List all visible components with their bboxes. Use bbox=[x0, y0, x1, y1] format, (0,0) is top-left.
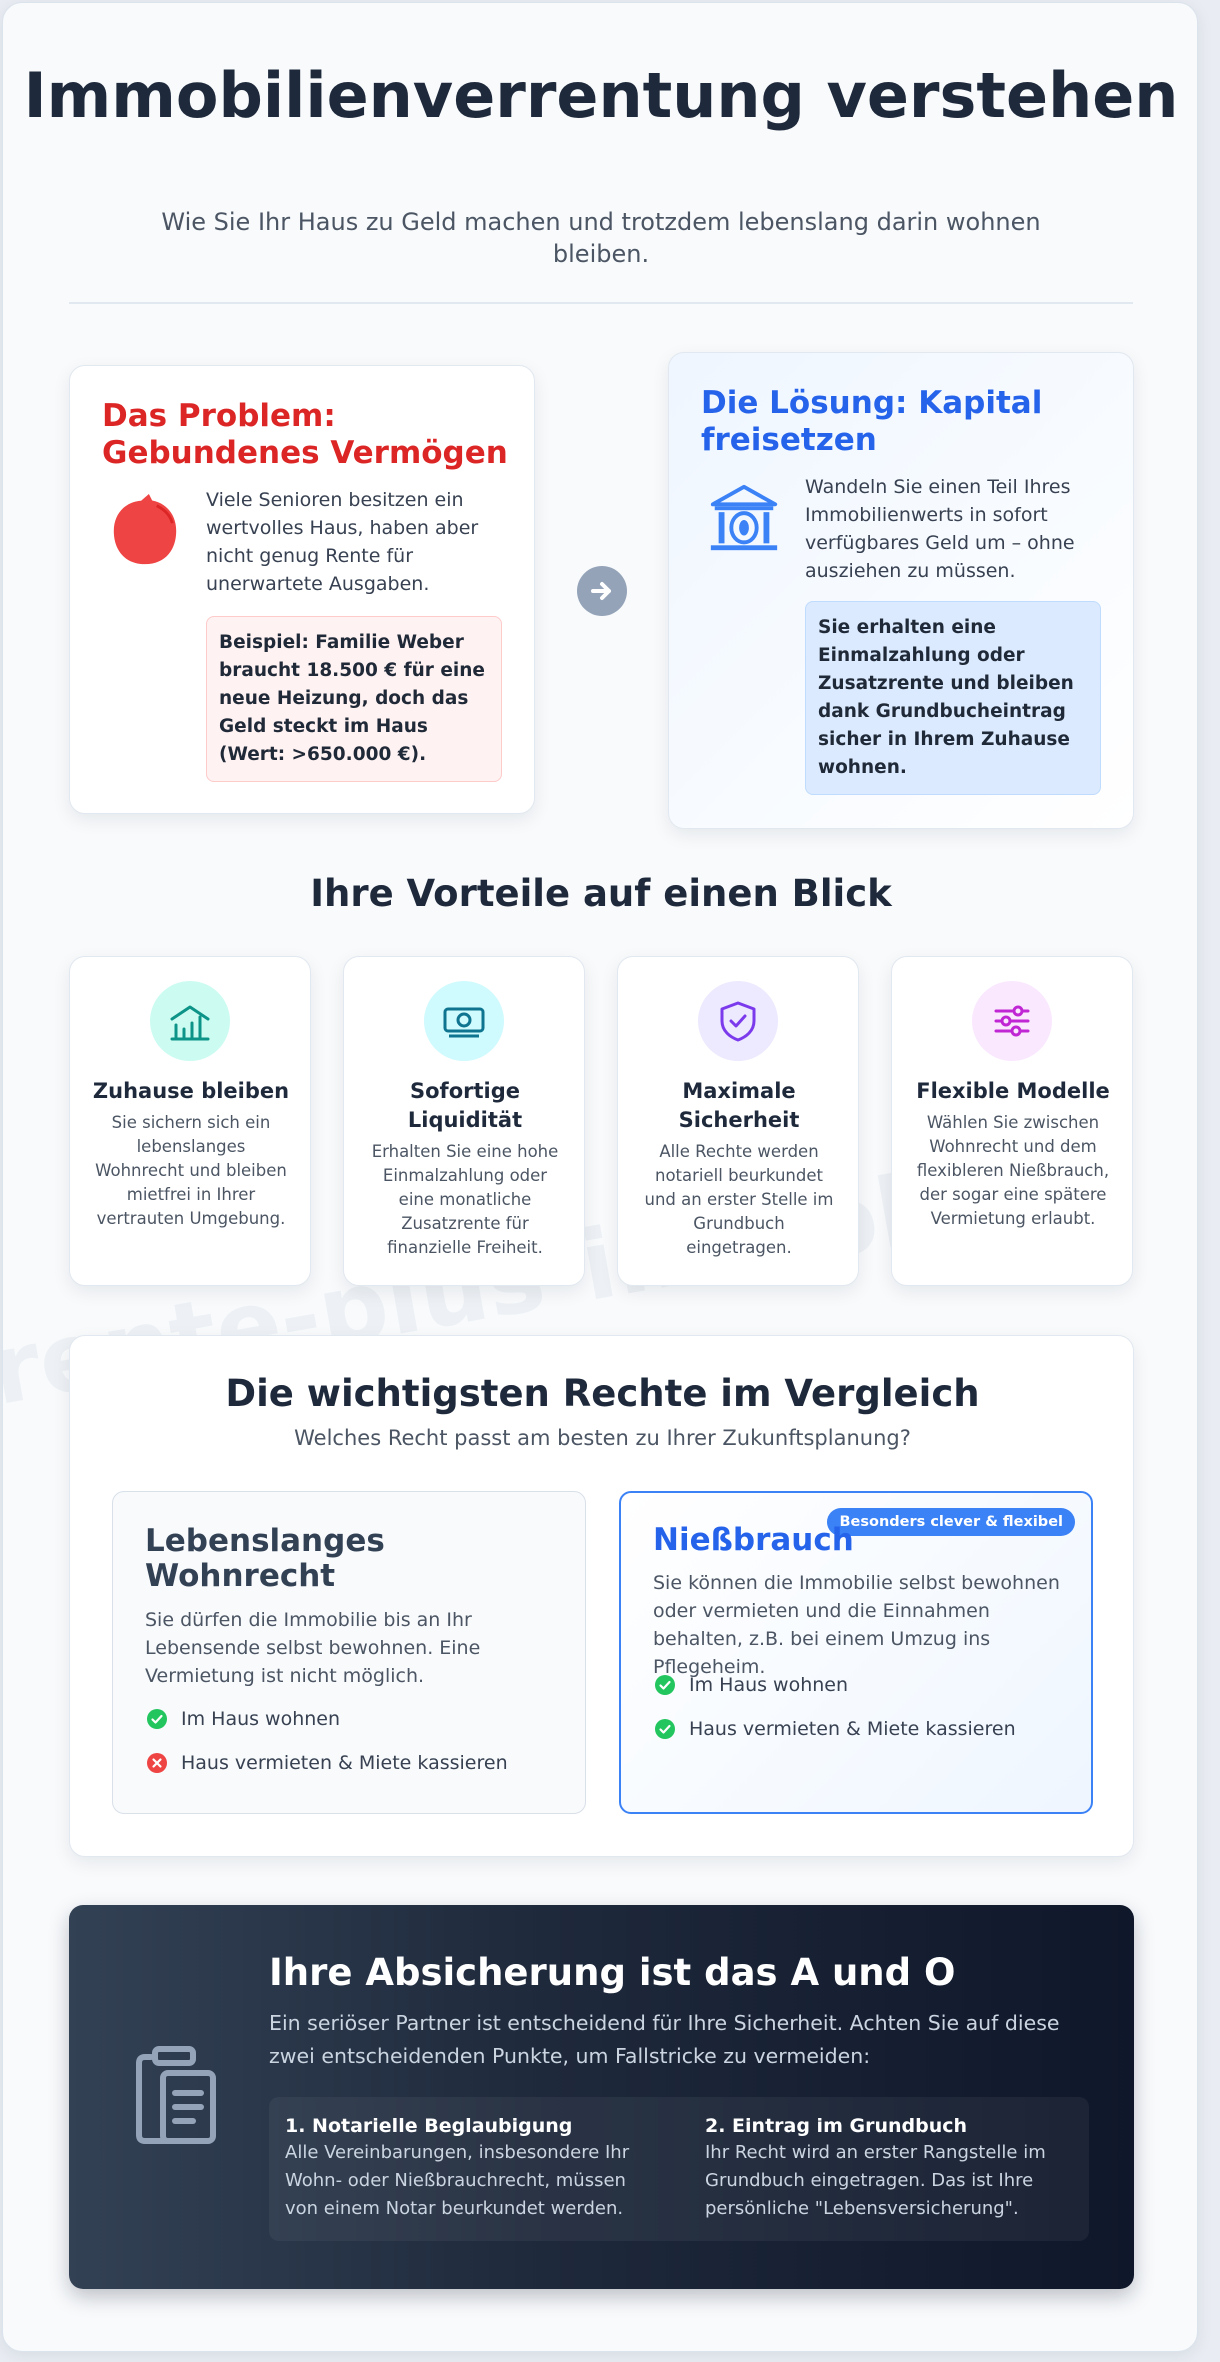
security-points: 1. Notarielle Beglaubigung Alle Vereinba… bbox=[269, 2097, 1089, 2241]
security-point: 1. Notarielle Beglaubigung Alle Vereinba… bbox=[285, 2113, 655, 2223]
money-bill-icon bbox=[424, 981, 504, 1061]
advantage-text: Alle Rechte werden notariell beurkundet … bbox=[644, 1142, 834, 1257]
header-divider bbox=[69, 302, 1133, 304]
problem-card: Das Problem: Gebundenes Vermögen Viele S… bbox=[69, 365, 535, 814]
advantage-card: Zuhause bleiben Sie sichern sich ein leb… bbox=[69, 956, 311, 1286]
solution-title: Die Lösung: Kapital freisetzen bbox=[701, 385, 1043, 459]
option-text: Sie dürfen die Immobilie bis an Ihr Lebe… bbox=[145, 1609, 481, 1687]
option-text: Sie können die Immobilie selbst bewohnen… bbox=[653, 1572, 1060, 1678]
feature-label: Haus vermieten & Miete kassieren bbox=[689, 1718, 1016, 1740]
option-title: Lebenslanges Wohnrecht bbox=[145, 1523, 385, 1594]
page-subtitle: Wie Sie Ihr Haus zu Geld machen und trot… bbox=[161, 208, 1041, 269]
comparison-card: Die wichtigsten Rechte im Vergleich Welc… bbox=[69, 1335, 1134, 1857]
option-title: Nießbrauch bbox=[653, 1522, 854, 1558]
problem-text: Viele Senioren besitzen ein wertvolles H… bbox=[206, 489, 479, 595]
advantage-text: Sie sichern sich ein lebenslanges Wohnre… bbox=[95, 1113, 287, 1228]
feature-item: Im Haus wohnen bbox=[147, 1708, 340, 1730]
solution-card: Die Lösung: Kapital freisetzen Wandeln S… bbox=[668, 352, 1134, 829]
infographic-page: rente-plus-immobilie Immobilienverrentun… bbox=[2, 2, 1198, 2352]
piggy-bank-icon bbox=[113, 493, 177, 565]
clipboard-icon bbox=[136, 2046, 216, 2144]
comparison-subtitle: Welches Recht passt am besten zu Ihrer Z… bbox=[294, 1426, 911, 1450]
cross-circle-icon bbox=[147, 1753, 167, 1773]
advantage-card: Maximale Sicherheit Alle Rechte werden n… bbox=[617, 956, 859, 1286]
problem-title: Das Problem: Gebundenes Vermögen bbox=[102, 398, 508, 472]
shield-check-icon bbox=[698, 981, 778, 1061]
check-circle-icon bbox=[147, 1709, 167, 1729]
feature-label: Haus vermieten & Miete kassieren bbox=[181, 1752, 508, 1774]
advantage-card: Flexible Modelle Wählen Sie zwischen Woh… bbox=[891, 956, 1133, 1286]
house-chart-icon bbox=[150, 981, 230, 1061]
advantage-card: Sofortige Liquidität Erhalten Sie eine h… bbox=[343, 956, 585, 1286]
feature-item: Im Haus wohnen bbox=[655, 1674, 848, 1696]
feature-item: Haus vermieten & Miete kassieren bbox=[147, 1752, 508, 1774]
recommended-badge: Besonders clever & flexibel bbox=[827, 1508, 1075, 1536]
security-point-text: Alle Vereinbarungen, insbesondere Ihr Wo… bbox=[285, 2142, 630, 2219]
solution-text: Wandeln Sie einen Teil Ihres Immobilienw… bbox=[805, 476, 1075, 582]
check-circle-icon bbox=[655, 1719, 675, 1739]
advantage-text: Erhalten Sie eine hohe Einmalzahlung ode… bbox=[371, 1142, 559, 1257]
option-wohnrecht: Lebenslanges Wohnrecht Sie dürfen die Im… bbox=[112, 1491, 586, 1814]
check-circle-icon bbox=[655, 1675, 675, 1695]
advantage-title: Maximale Sicherheit bbox=[678, 1079, 800, 1132]
security-point-text: Ihr Recht wird an erster Rangstelle im G… bbox=[705, 2142, 1046, 2219]
bank-icon bbox=[710, 484, 778, 551]
feature-label: Im Haus wohnen bbox=[689, 1674, 849, 1696]
comparison-title: Die wichtigsten Rechte im Vergleich bbox=[225, 1372, 980, 1415]
option-niessbrauch: Besonders clever & flexibel Nießbrauch S… bbox=[619, 1491, 1093, 1814]
security-point-title: 2. Eintrag im Grundbuch bbox=[705, 2115, 968, 2137]
advantages-title: Ihre Vorteile auf einen Blick bbox=[310, 872, 892, 915]
sliders-icon bbox=[972, 981, 1052, 1061]
security-section: Ihre Absicherung ist das A und O Ein ser… bbox=[69, 1905, 1134, 2289]
advantage-text: Wählen Sie zwischen Wohnrecht und dem fl… bbox=[916, 1113, 1110, 1228]
security-point: 2. Eintrag im Grundbuch Ihr Recht wird a… bbox=[705, 2113, 1075, 2223]
security-point-title: 1. Notarielle Beglaubigung bbox=[285, 2115, 573, 2137]
security-text: Ein seriöser Partner ist entscheidend fü… bbox=[269, 2011, 1060, 2068]
feature-item: Haus vermieten & Miete kassieren bbox=[655, 1718, 1016, 1740]
advantage-title: Flexible Modelle bbox=[916, 1079, 1110, 1103]
page-title: Immobilienverrentung verstehen bbox=[23, 59, 1179, 132]
advantage-title: Sofortige Liquidität bbox=[407, 1079, 523, 1132]
problem-example: Beispiel: Familie Weber braucht 18.500 €… bbox=[206, 616, 502, 782]
solution-highlight: Sie erhalten eine Einmalzahlung oder Zus… bbox=[805, 601, 1101, 795]
security-title: Ihre Absicherung ist das A und O bbox=[269, 1951, 956, 1994]
arrow-right-icon bbox=[577, 566, 627, 616]
feature-label: Im Haus wohnen bbox=[181, 1708, 341, 1730]
advantage-title: Zuhause bleiben bbox=[92, 1079, 290, 1103]
